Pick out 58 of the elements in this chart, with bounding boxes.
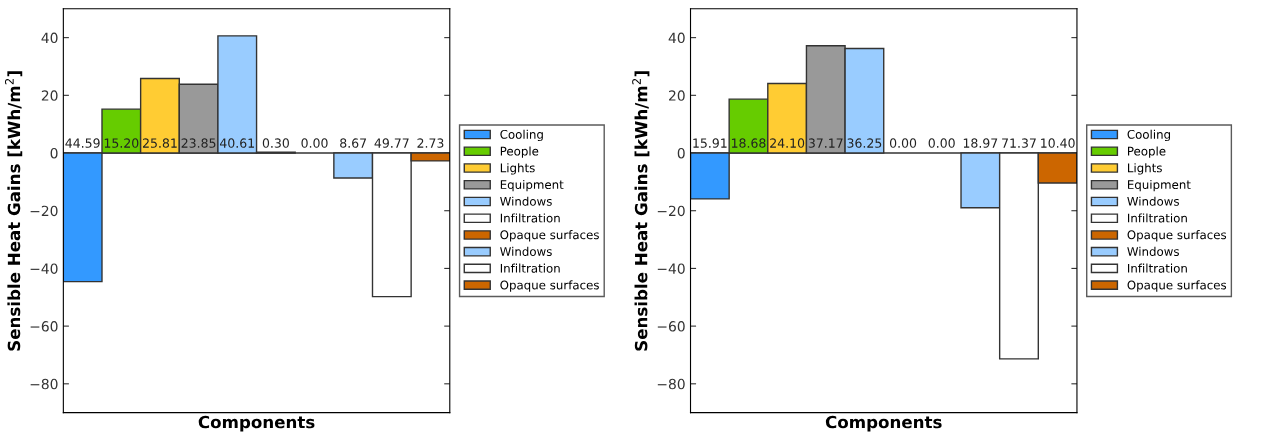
y-tick-label: 0 [50, 147, 58, 159]
y-axis-title: Sensible Heat Gains [kWh/m$^{2}$] [632, 71, 650, 351]
legend-label: Lights [500, 163, 535, 175]
legend-label: Windows [1127, 246, 1179, 256]
legend-label: Infiltration [1128, 263, 1187, 273]
data-label: 2.73 [417, 138, 444, 148]
legend-label: Windows [500, 196, 552, 206]
data-label: 8.67 [340, 138, 367, 148]
x-axis-title: Components [825, 415, 942, 432]
data-label: 24.10 [770, 138, 805, 148]
data-label: 71.37 [1002, 138, 1036, 148]
legend-label: Opaque surfaces [1127, 230, 1227, 242]
legend-label: Infiltration [500, 263, 560, 273]
y-tick-label: −20 [657, 205, 685, 217]
y-axis-title: Sensible Heat Gains [kWh/m$^{2}$] [4, 71, 23, 351]
data-label: 25.81 [142, 138, 177, 148]
y-tick-label: 0 [677, 147, 685, 159]
data-label: 23.85 [181, 138, 216, 148]
data-label: 15.91 [693, 138, 727, 148]
y-tick-label: −60 [30, 321, 58, 332]
data-label: 0.00 [889, 138, 917, 148]
legend-label: Infiltration [1128, 213, 1187, 223]
y-tick-label: −80 [30, 378, 58, 390]
legend-label: Cooling [1127, 129, 1171, 142]
y-tick-label: −20 [30, 205, 58, 217]
legend-label: Opaque surfaces [1127, 280, 1227, 292]
legend-label: Equipment [500, 179, 564, 192]
data-label: 15.20 [104, 138, 139, 148]
legend-label: Equipment [1128, 179, 1191, 192]
x-axis-title: Components [198, 415, 315, 432]
y-tick-label: −80 [657, 378, 685, 390]
y-tick-label: −40 [30, 263, 58, 274]
legend-label: Infiltration [500, 213, 560, 223]
legend-label: Opaque surfaces [500, 230, 599, 242]
y-tick-label: 20 [41, 90, 58, 101]
y-tick-label: 40 [41, 32, 58, 44]
data-label: 49.77 [374, 138, 409, 148]
legend-label: People [500, 146, 539, 158]
legend-label: Lights [1128, 163, 1162, 175]
legend-label: Opaque surfaces [500, 280, 599, 292]
data-label: 0.30 [262, 138, 289, 148]
data-label: 40.61 [219, 138, 254, 148]
data-label: 36.25 [847, 138, 882, 148]
legend-label: Windows [500, 246, 552, 256]
data-label: 18.97 [963, 138, 998, 148]
y-tick-label: 20 [669, 90, 685, 101]
y-tick-label: 40 [668, 32, 685, 44]
y-tick-label: −60 [657, 321, 685, 332]
data-label: 0.00 [301, 138, 328, 148]
data-label: 0.00 [928, 138, 955, 148]
legend-label: People [1128, 146, 1166, 158]
data-label: 10.40 [1041, 138, 1075, 148]
legend-label: Windows [1127, 196, 1179, 206]
data-label: 37.17 [808, 138, 843, 148]
y-tick-label: −40 [657, 263, 685, 274]
legend-label: Cooling [500, 129, 543, 142]
data-label: 44.59 [65, 138, 100, 148]
data-label: 18.68 [731, 138, 766, 148]
